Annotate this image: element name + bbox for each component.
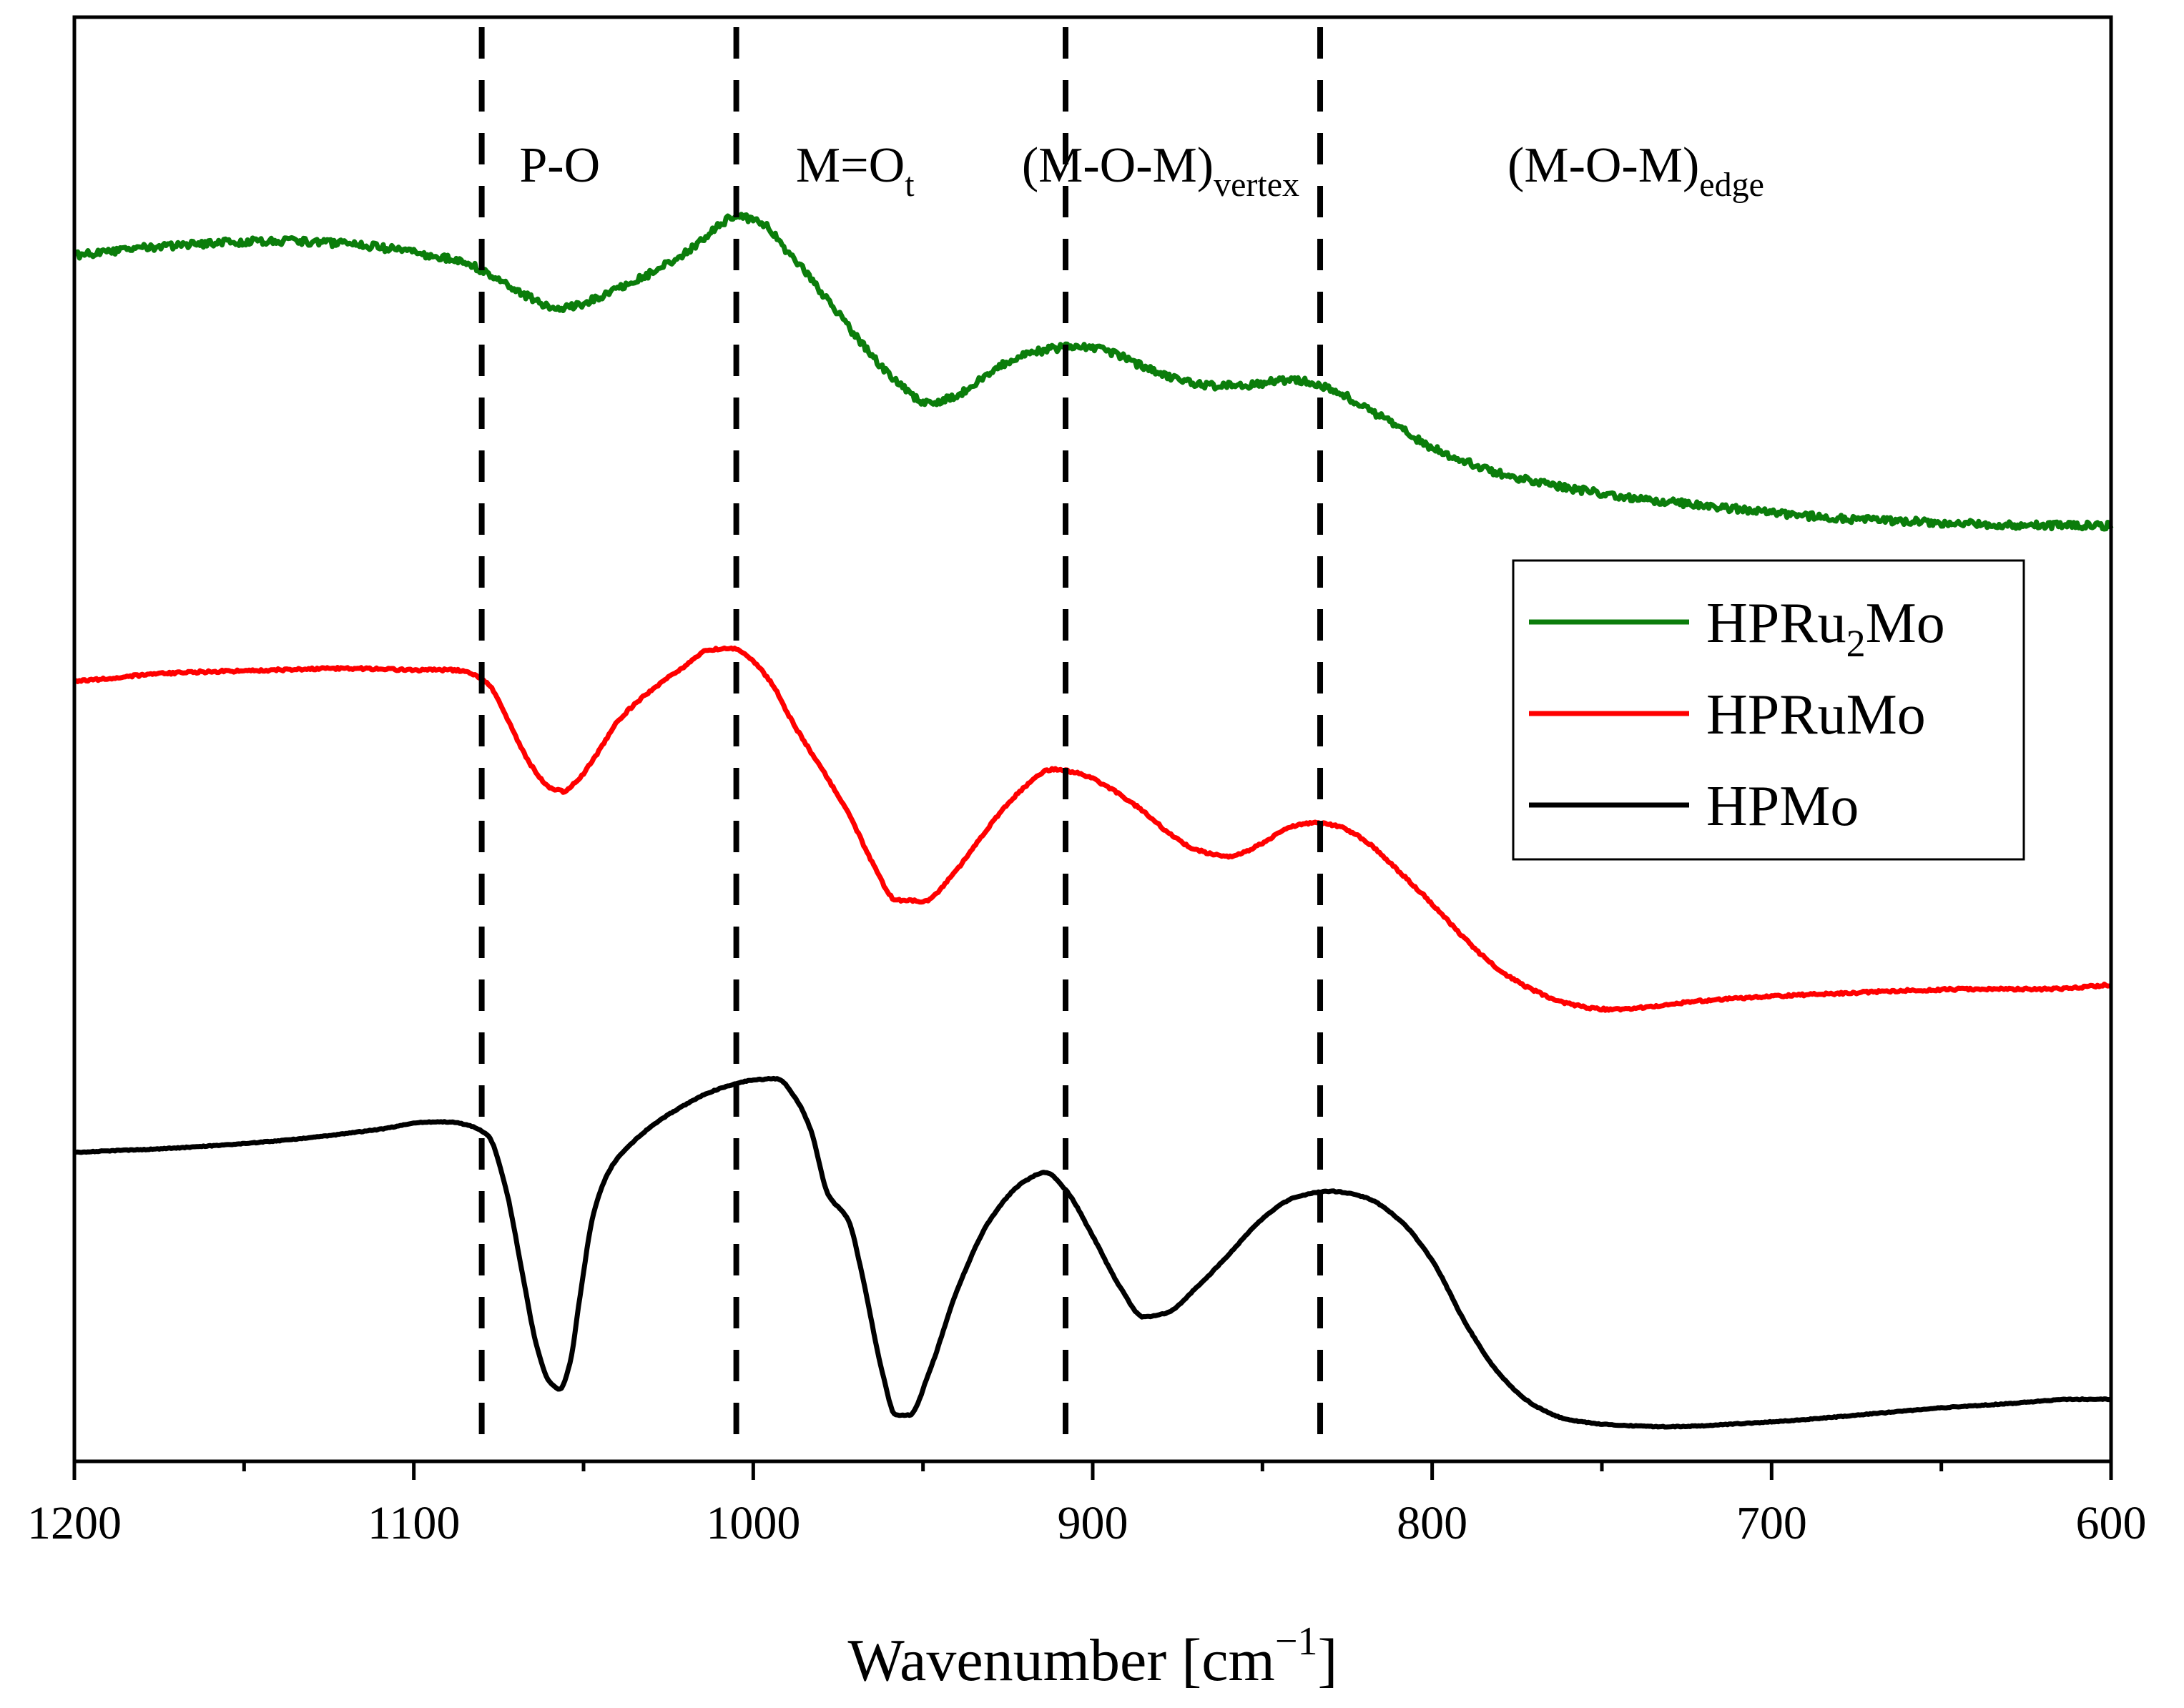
x-tick-label: 700: [1736, 1497, 1807, 1549]
x-tick-label: 1200: [27, 1497, 122, 1549]
x-tick-label: 1100: [368, 1497, 461, 1549]
x-axis-ticks: 1200 1100 1000 900 800 700 600: [27, 1461, 2147, 1549]
legend-label-hpmo: HPMo: [1706, 775, 1859, 838]
region-label: (M-O-M)vertex: [1022, 138, 1299, 204]
x-tick-label: 600: [2076, 1497, 2147, 1549]
series-layer: [73, 212, 2114, 1430]
region-label: (M-O-M)edge: [1507, 138, 1764, 204]
x-tick-label: 800: [1397, 1497, 1467, 1549]
series-line-hprumo: [73, 645, 2112, 1013]
x-axis-title: Wavenumber [cm−1]: [848, 1619, 1338, 1694]
region-label: M=Ot: [796, 138, 915, 204]
series-line-hpmo: [73, 1075, 2112, 1430]
legend: HPRu2Mo HPRuMo HPMo: [1512, 559, 2025, 861]
legend-label-hpru2mo: HPRu2Mo: [1706, 592, 1945, 665]
region-label: P-O: [519, 138, 600, 193]
legend-box: [1512, 559, 2025, 861]
x-tick-label: 1000: [706, 1497, 800, 1549]
legend-label-hprumo: HPRuMo: [1706, 683, 1926, 746]
reference-lines: [478, 27, 1324, 1454]
x-tick-label: 900: [1058, 1497, 1128, 1549]
series-line-hpru2mo: [73, 212, 2114, 532]
region-labels: P-O M=Ot (M-O-M)vertex (M-O-M)edge: [519, 138, 1764, 204]
